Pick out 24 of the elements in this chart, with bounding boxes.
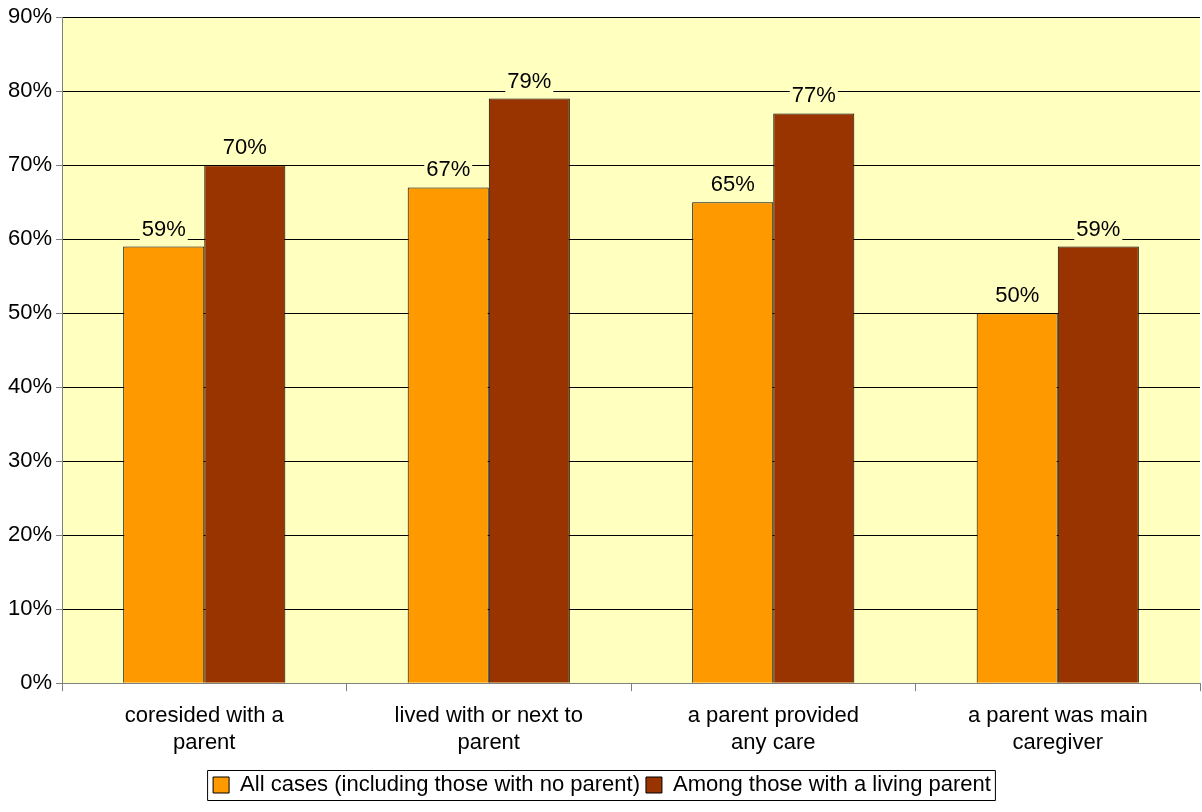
x-tick-label: a parent provided any care (687, 702, 859, 754)
x-tick-label: coresided with a parent (124, 702, 285, 754)
data-label: 70% (222, 134, 267, 160)
data-label: 79% (507, 67, 552, 93)
y-tick-label: 0% (20, 669, 53, 695)
data-label: 67% (426, 156, 471, 182)
y-tick-label: 30% (7, 447, 53, 473)
legend-label: Among those with a living parent (672, 771, 991, 797)
data-label: 59% (1076, 215, 1121, 241)
x-tick-label: lived with or next to parent (394, 702, 583, 754)
data-label: 77% (791, 82, 836, 108)
data-label: 50% (995, 282, 1040, 308)
data-label: 59% (141, 215, 186, 241)
y-tick-label: 60% (7, 225, 53, 251)
legend-label: All cases (including those with no parent) (240, 771, 640, 797)
y-tick-label: 40% (7, 373, 53, 399)
y-tick-label: 10% (7, 595, 53, 621)
data-label: 65% (710, 171, 755, 197)
y-tick-label: 90% (7, 3, 53, 29)
y-tick-label: 70% (7, 151, 53, 177)
y-tick-label: 20% (7, 521, 53, 547)
y-tick-label: 80% (7, 77, 53, 103)
y-tick-label: 50% (7, 299, 53, 325)
x-tick-label: a parent was main caregiver (967, 702, 1148, 754)
